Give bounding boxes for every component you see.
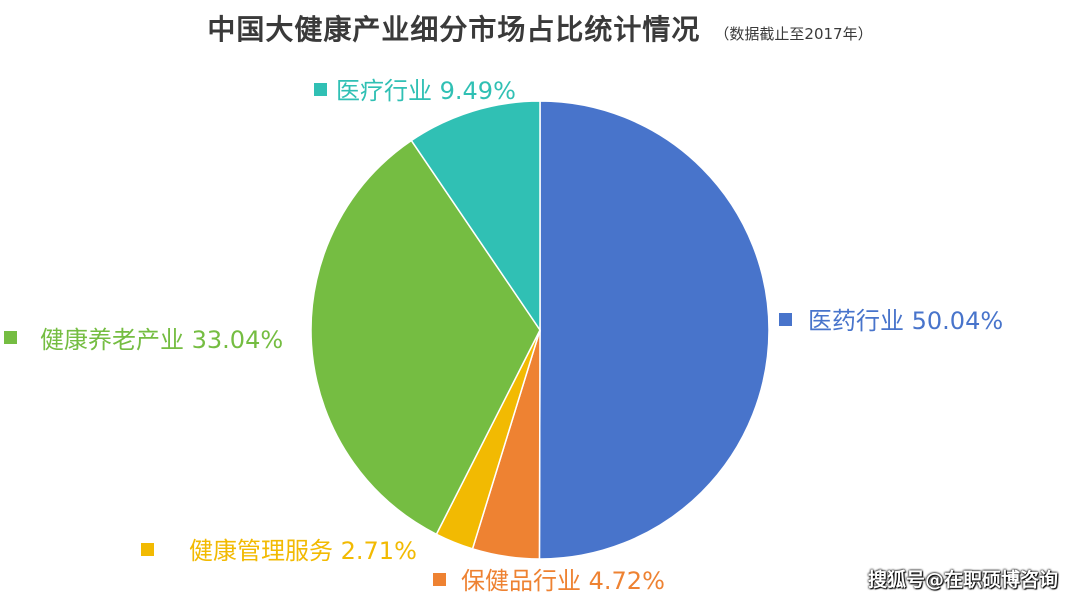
slice-label: 医疗行业 9.49% (336, 77, 516, 105)
chart-title: 中国大健康产业细分市场占比统计情况 (207, 13, 701, 46)
pie-slice (538, 100, 770, 560)
slice-label: 保健品行业 4.72% (461, 567, 665, 595)
pie-slice (410, 100, 541, 333)
legend-marker (779, 313, 792, 326)
legend-marker (314, 83, 327, 96)
slice-label: 健康养老产业 33.04% (40, 326, 283, 354)
chart-subtitle: （数据截止至2017年） (714, 25, 873, 43)
legend-marker (4, 331, 17, 344)
slice-label: 健康管理服务 2.71% (189, 537, 417, 565)
chart-title-row: 中国大健康产业细分市场占比统计情况 （数据截止至2017年） (0, 8, 1080, 48)
slice-label: 医药行业 50.04% (808, 307, 1003, 335)
legend-marker (433, 573, 446, 586)
pie-slice (310, 139, 541, 536)
legend-marker (141, 543, 154, 556)
watermark: 搜狐号@在职硕博咨询 (867, 569, 1058, 591)
